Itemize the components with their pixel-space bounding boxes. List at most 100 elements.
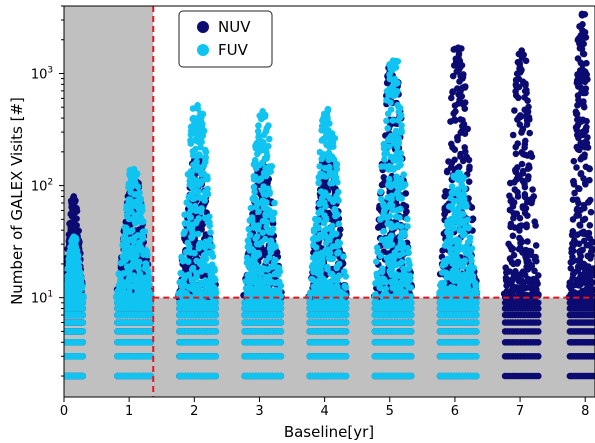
- point: [576, 248, 583, 255]
- point: [574, 102, 581, 109]
- point: [212, 328, 219, 335]
- point: [569, 228, 577, 235]
- point: [79, 372, 87, 380]
- point: [123, 212, 131, 219]
- point: [185, 271, 193, 279]
- point: [505, 288, 512, 296]
- point: [258, 268, 265, 276]
- point: [255, 222, 262, 229]
- point: [202, 154, 209, 161]
- point: [195, 241, 203, 249]
- point: [461, 144, 469, 151]
- point: [452, 55, 460, 63]
- point: [402, 190, 410, 197]
- point: [271, 199, 278, 207]
- point: [191, 249, 198, 257]
- point: [510, 210, 517, 217]
- point: [568, 249, 575, 256]
- point: [251, 197, 259, 204]
- point: [459, 116, 466, 124]
- point: [507, 197, 515, 205]
- point: [579, 216, 587, 224]
- point: [450, 62, 458, 69]
- point: [567, 265, 575, 272]
- point: [79, 299, 87, 307]
- point: [79, 319, 87, 326]
- point: [535, 272, 542, 279]
- point: [579, 21, 586, 28]
- point: [262, 273, 270, 281]
- point: [449, 89, 456, 96]
- point: [457, 153, 464, 160]
- point: [131, 191, 138, 198]
- point: [521, 193, 529, 201]
- point: [246, 231, 254, 239]
- point: [118, 265, 125, 272]
- point: [574, 55, 582, 62]
- point: [586, 176, 593, 184]
- point: [535, 339, 542, 346]
- point: [247, 204, 255, 212]
- point: [515, 245, 523, 253]
- point: [581, 151, 588, 158]
- point: [245, 225, 253, 233]
- point: [120, 234, 128, 241]
- point: [584, 286, 591, 294]
- fuv-cluster-0: [64, 233, 87, 380]
- point: [509, 232, 517, 240]
- point: [259, 283, 267, 290]
- point: [590, 339, 595, 346]
- point: [75, 258, 83, 266]
- point: [202, 282, 209, 290]
- point: [579, 50, 587, 57]
- point: [524, 212, 531, 219]
- point: [576, 221, 583, 229]
- point: [585, 198, 592, 206]
- point: [535, 305, 542, 312]
- point: [264, 170, 271, 177]
- point: [576, 116, 583, 123]
- point: [260, 131, 268, 139]
- point: [583, 123, 590, 131]
- point: [260, 293, 267, 300]
- point: [140, 249, 148, 257]
- point: [76, 286, 83, 294]
- point: [259, 229, 267, 236]
- point: [187, 131, 195, 138]
- point: [518, 222, 525, 229]
- point: [531, 267, 538, 275]
- point: [578, 34, 586, 42]
- point: [572, 124, 580, 131]
- point: [513, 70, 521, 77]
- point: [131, 234, 138, 241]
- point: [439, 247, 446, 254]
- point: [533, 257, 540, 265]
- point: [249, 264, 257, 271]
- point: [137, 195, 144, 203]
- point: [516, 64, 524, 72]
- point: [573, 276, 581, 284]
- point: [587, 208, 595, 216]
- point: [212, 372, 219, 380]
- point: [342, 328, 350, 335]
- point: [516, 227, 523, 234]
- point: [590, 372, 595, 380]
- point: [527, 291, 534, 299]
- point: [187, 123, 195, 131]
- point: [79, 328, 87, 335]
- point: [188, 226, 195, 234]
- point: [67, 243, 74, 251]
- point: [242, 285, 250, 292]
- point: [580, 103, 588, 111]
- point: [456, 96, 463, 104]
- point: [136, 217, 143, 224]
- point: [181, 256, 189, 263]
- point: [514, 164, 521, 171]
- point: [518, 129, 525, 136]
- point: [590, 328, 595, 335]
- point: [66, 286, 73, 293]
- point: [274, 268, 282, 275]
- point: [459, 75, 466, 82]
- point: [259, 197, 266, 204]
- point: [207, 270, 214, 278]
